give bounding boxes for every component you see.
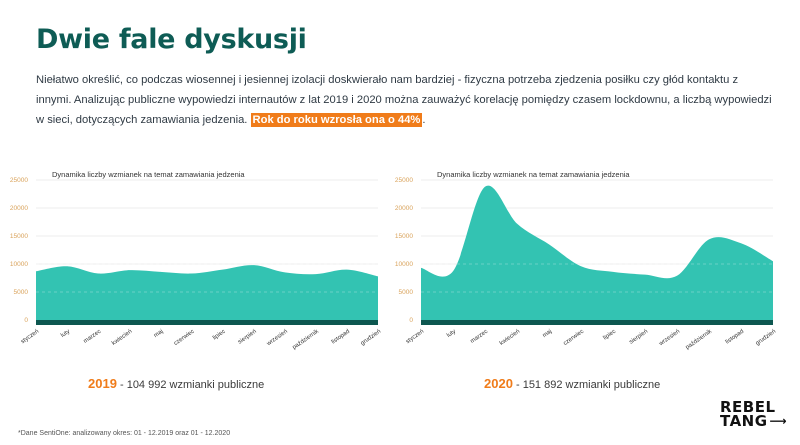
intro-tail: . bbox=[422, 114, 426, 126]
x-tick-label: czerwiec bbox=[173, 329, 196, 347]
x-tick-label: grudzień bbox=[755, 329, 777, 347]
rebel-tang-logo: REBEL TANG ⟶ bbox=[720, 398, 788, 430]
caption-year-2019: 2019 bbox=[88, 376, 117, 391]
caption-2020: 2020 - 151 892 wzmianki publiczne bbox=[484, 376, 660, 391]
x-tick-label: lipiec bbox=[212, 329, 227, 342]
y-tick-label: 15000 bbox=[10, 233, 28, 240]
chart-2019: Dynamika liczby wzmianek na temat zamawi… bbox=[0, 160, 390, 375]
highlight-badge: Rok do roku wzrosła ona o 44% bbox=[250, 113, 423, 127]
y-tick-label: 10000 bbox=[10, 261, 28, 268]
y-tick-label: 0 bbox=[24, 317, 28, 324]
x-tick-label: sierpień bbox=[628, 329, 649, 346]
x-tick-label: styczeń bbox=[405, 329, 425, 346]
x-tick-label: wrzesień bbox=[657, 329, 681, 348]
x-tick-label: maj bbox=[153, 329, 164, 339]
chart-title: Dynamika liczby wzmianek na temat zamawi… bbox=[52, 170, 245, 179]
x-tick-label: sierpień bbox=[237, 329, 258, 346]
footnote: *Dane SentiOne: analizowany okres: 01 - … bbox=[18, 430, 231, 437]
x-tick-label: marzec bbox=[83, 329, 103, 345]
x-tick-label: kwiecień bbox=[111, 329, 133, 347]
y-tick-label: 5000 bbox=[14, 289, 29, 296]
chart-title: Dynamika liczby wzmianek na temat zamawi… bbox=[437, 170, 630, 179]
logo-text-rebel: REBEL bbox=[720, 398, 776, 416]
baseline-bar bbox=[36, 320, 378, 325]
x-tick-label: luty bbox=[446, 329, 457, 339]
caption-text-2020: - 151 892 wzmianki publiczne bbox=[512, 379, 661, 391]
page-title: Dwie fale dyskusji bbox=[36, 24, 307, 55]
x-tick-label: listopad bbox=[725, 329, 745, 346]
y-tick-label: 20000 bbox=[395, 205, 413, 212]
arrow-right-icon: ⟶ bbox=[769, 414, 788, 428]
area-series bbox=[36, 265, 378, 320]
x-tick-label: wrzesień bbox=[265, 329, 289, 348]
x-tick-label: styczeń bbox=[20, 329, 40, 346]
y-tick-label: 20000 bbox=[10, 205, 28, 212]
x-tick-label: październik bbox=[685, 328, 714, 351]
y-tick-label: 5000 bbox=[399, 289, 414, 296]
baseline-bar bbox=[421, 320, 773, 325]
x-tick-label: grudzień bbox=[360, 329, 382, 347]
y-tick-label: 0 bbox=[409, 317, 413, 324]
x-tick-label: lipiec bbox=[602, 329, 617, 342]
caption-year-2020: 2020 bbox=[484, 376, 513, 391]
logo-text-tang: TANG bbox=[720, 412, 768, 430]
chart-2019-svg: Dynamika liczby wzmianek na temat zamawi… bbox=[10, 170, 382, 351]
x-tick-label: czerwiec bbox=[563, 329, 586, 347]
chart-2020-svg: Dynamika liczby wzmianek na temat zamawi… bbox=[395, 170, 777, 351]
logo-line-2: TANG ⟶ bbox=[720, 412, 788, 430]
logo-line-1: REBEL bbox=[720, 398, 786, 416]
x-tick-label: maj bbox=[542, 329, 553, 339]
x-tick-label: kwiecień bbox=[499, 329, 521, 347]
area-series bbox=[421, 185, 773, 320]
y-tick-label: 10000 bbox=[395, 261, 413, 268]
y-tick-label: 25000 bbox=[395, 177, 413, 184]
x-tick-label: marzec bbox=[470, 329, 490, 345]
x-tick-label: październik bbox=[292, 328, 321, 351]
intro-paragraph: Niełatwo określić, co podczas wiosennej … bbox=[36, 70, 776, 130]
caption-2019: 2019 - 104 992 wzmianki publiczne bbox=[88, 376, 264, 391]
x-tick-label: listopad bbox=[331, 329, 351, 346]
y-tick-label: 15000 bbox=[395, 233, 413, 240]
x-tick-label: luty bbox=[60, 329, 71, 339]
caption-text-2019: - 104 992 wzmianki publiczne bbox=[116, 379, 265, 391]
y-tick-label: 25000 bbox=[10, 177, 28, 184]
intro-text: Niełatwo określić, co podczas wiosennej … bbox=[36, 74, 772, 126]
chart-2020: Dynamika liczby wzmianek na temat zamawi… bbox=[385, 160, 785, 375]
